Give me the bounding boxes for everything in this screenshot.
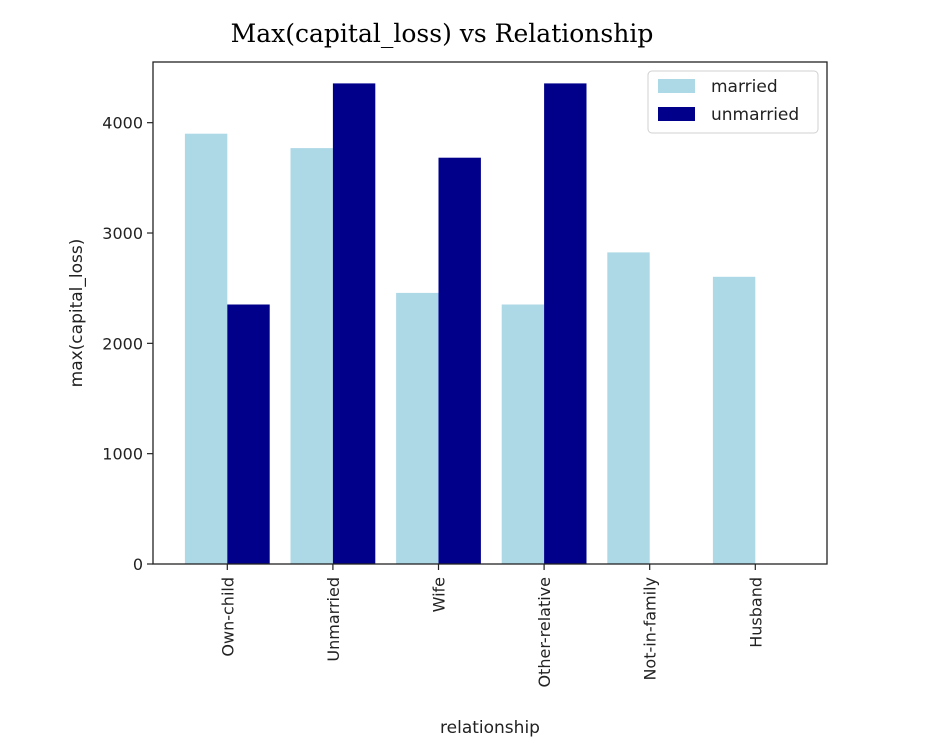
y-tick-label: 4000: [102, 114, 143, 133]
y-axis: 0 1000 2000 3000 4000: [102, 114, 153, 574]
bar-unmarried-unmarried: [332, 83, 376, 565]
y-tick-label: 1000: [102, 445, 143, 464]
plot-frame: [152, 61, 828, 565]
chart-title: Max(capital_loss) vs Relationship: [231, 19, 654, 48]
y-tick-label: 2000: [102, 334, 143, 353]
bar-married-wife: [396, 292, 439, 564]
x-tick-label-not-in-family: Not-in-family: [641, 577, 660, 681]
bar-married-own-child: [184, 133, 228, 564]
y-tick-label: 0: [133, 555, 143, 574]
bar-unmarried-other-relative: [544, 83, 587, 565]
x-tick-label-other-relative: Other-relative: [535, 577, 554, 688]
legend-label-unmarried: unmarried: [711, 105, 799, 125]
legend-swatch-unmarried: [658, 107, 695, 121]
bar-unmarried-wife: [438, 157, 481, 564]
legend-label-married: married: [711, 77, 778, 97]
bar-married-not-in-family: [607, 252, 650, 564]
bars-group: [184, 83, 756, 565]
x-axis: Own-child Unmarried Wife Other-relative Not-…: [218, 564, 765, 688]
x-axis-label: relationship: [440, 718, 540, 738]
bar-married-husband: [712, 276, 756, 564]
y-axis-label: max(capital_loss): [67, 239, 87, 388]
x-tick-label-husband: Husband: [746, 577, 765, 648]
legend: married unmarried: [647, 70, 819, 134]
bar-married-other-relative: [501, 304, 545, 564]
x-tick-label-unmarried: Unmarried: [324, 577, 343, 662]
x-tick-label-wife: Wife: [430, 577, 449, 612]
bar-married-unmarried: [290, 148, 333, 564]
x-tick-label-own-child: Own-child: [218, 577, 237, 657]
y-tick-label: 3000: [102, 224, 143, 243]
bar-unmarried-own-child: [227, 304, 270, 564]
legend-swatch-married: [658, 79, 695, 93]
